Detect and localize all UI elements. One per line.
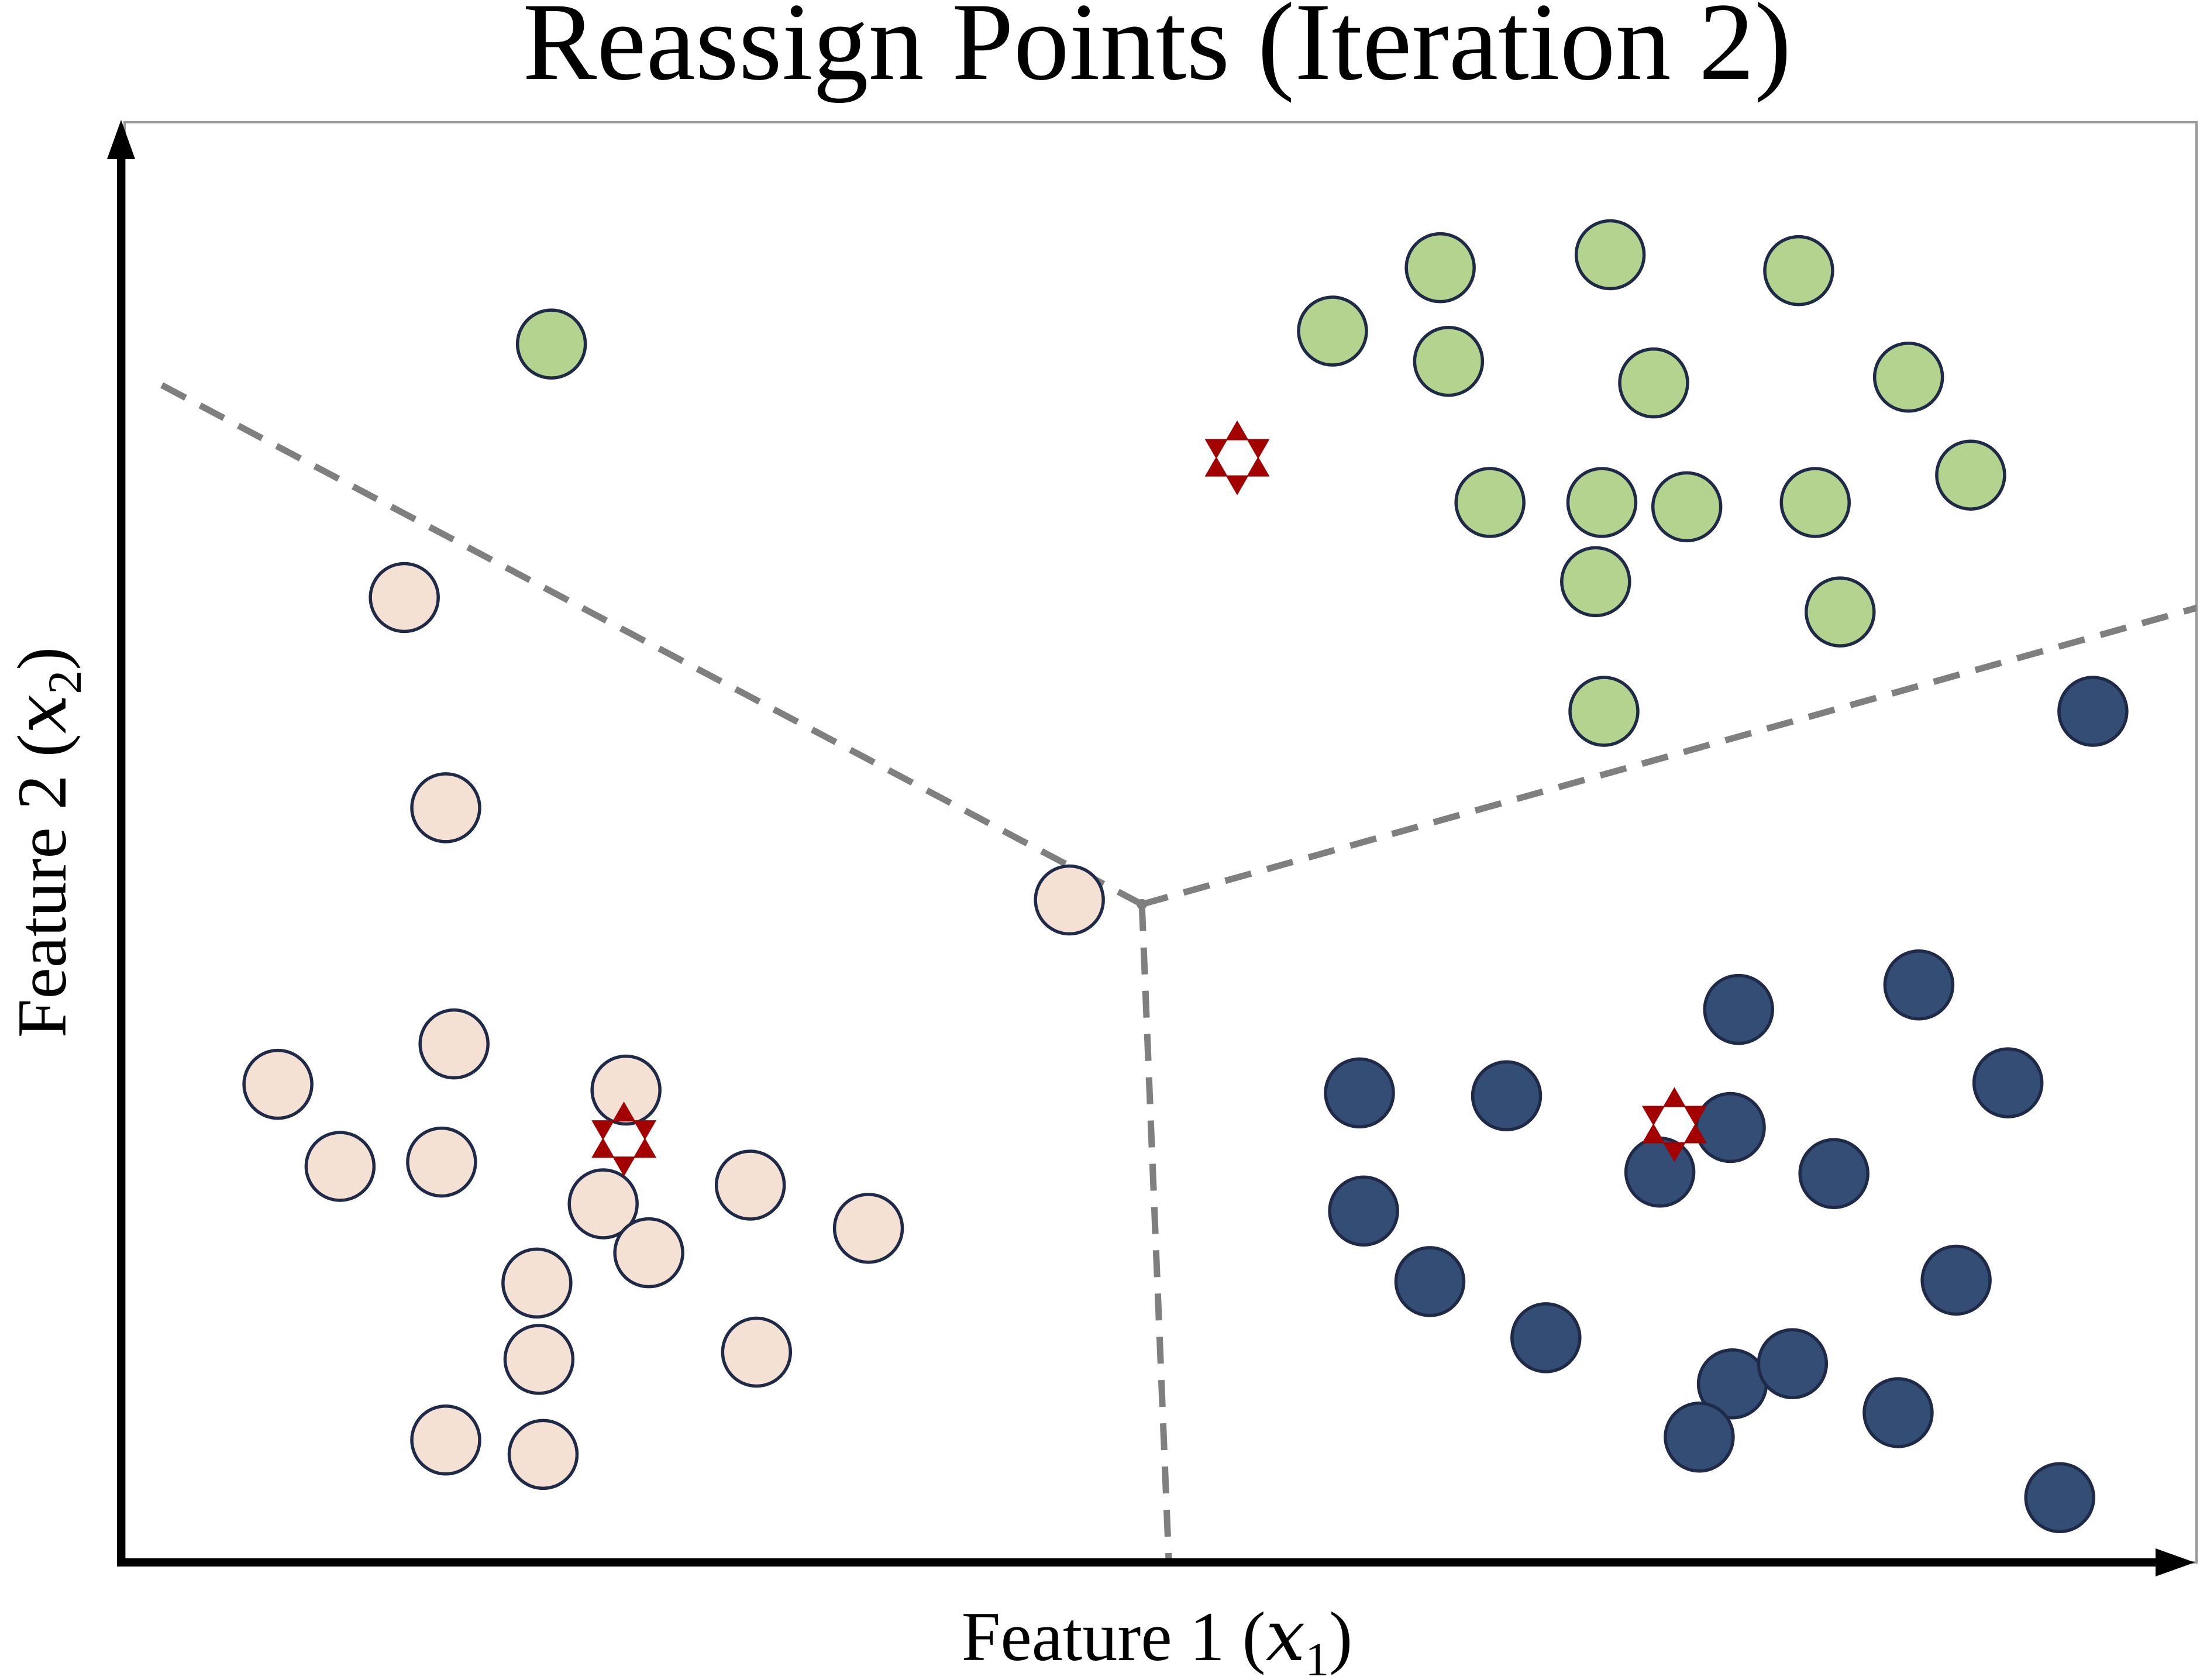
cluster-3-point	[1798, 1138, 1870, 1210]
cluster-3-point	[1695, 1092, 1766, 1163]
cluster-3-point	[1324, 1057, 1395, 1129]
cluster-3-point	[1624, 1137, 1696, 1208]
decision-boundaries	[147, 376, 2196, 1562]
cluster-1-point	[507, 1419, 579, 1490]
cluster-3-point	[1664, 1402, 1735, 1473]
cluster-2-point	[1935, 439, 2006, 511]
chart-title: Reassign Points (Iteration 2)	[523, 0, 1792, 104]
cluster-2-point	[1454, 467, 1526, 538]
cluster-1-point	[567, 1168, 639, 1240]
cluster-3-point	[1471, 1060, 1543, 1132]
decision-boundary-line-1	[147, 376, 1144, 907]
x-axis-arrowhead	[2156, 1548, 2195, 1576]
cluster-3-point	[1328, 1175, 1399, 1247]
y-axis-label-variable: x	[1, 694, 82, 734]
cluster-1-point	[242, 1048, 314, 1120]
cluster-1-point	[721, 1316, 793, 1388]
y-axis-label-close: )	[3, 647, 81, 670]
boundary-junction	[1137, 898, 1148, 910]
cluster-1-point	[1034, 864, 1105, 936]
cluster-3-point	[1920, 1244, 1992, 1316]
cluster-1-point	[590, 1054, 662, 1126]
decision-boundary-line-2	[1141, 604, 2196, 908]
cluster-1-point	[410, 1404, 481, 1476]
cluster-2-point	[1566, 467, 1638, 538]
cluster-1-point	[501, 1247, 573, 1319]
centroids	[591, 420, 1707, 1177]
x-axis-label-subscript: 1	[1305, 1633, 1329, 1680]
x-axis-label-variable: x	[1266, 1596, 1306, 1677]
x-axis-label-close: )	[1329, 1598, 1352, 1675]
cluster-2-point	[1413, 325, 1485, 397]
cluster-1-point	[714, 1149, 786, 1221]
cluster-1-point	[304, 1131, 376, 1202]
x-axis-label-text: Feature 1 (	[962, 1598, 1266, 1675]
x-axis-label: Feature 1 (x1)	[962, 1596, 1352, 1680]
cluster-2-point	[1651, 471, 1723, 543]
cluster-2-point	[1560, 546, 1631, 618]
data-points	[242, 219, 2129, 1533]
cluster-3-point	[1883, 949, 1955, 1021]
cluster-2-point	[1297, 295, 1368, 367]
cluster-3-point	[1703, 973, 1774, 1045]
cluster-3-point	[1972, 1047, 2044, 1118]
cluster-3-point	[1862, 1377, 1934, 1448]
cluster-2-point	[1404, 232, 1476, 304]
centroid-3-star	[1641, 1087, 1707, 1162]
cluster-3-point	[1394, 1246, 1466, 1317]
cluster-1-point	[503, 1324, 575, 1395]
decision-boundary-line-3	[1138, 904, 1172, 1562]
centroid-1-star	[591, 1101, 657, 1177]
y-axis-label-text: Feature 2 (	[3, 734, 81, 1038]
cluster-1-point	[613, 1217, 684, 1289]
cluster-1-point	[832, 1193, 904, 1264]
cluster-1-point	[418, 1008, 490, 1080]
cluster-2-point	[1779, 467, 1851, 538]
cluster-2-point	[1872, 342, 1944, 413]
cluster-2-point	[1763, 235, 1834, 307]
centroid-2-star	[1204, 420, 1270, 495]
cluster-1-point	[406, 1126, 477, 1198]
y-axis-label-subscript: 2	[38, 670, 91, 694]
cluster-3-point	[1757, 1328, 1829, 1399]
cluster-2-point	[515, 308, 587, 380]
cluster-1-point	[369, 562, 440, 634]
y-axis-label: Feature 2 (x2)	[1, 647, 91, 1038]
cluster-3-point	[2024, 1462, 2095, 1533]
y-axis-arrowhead	[107, 120, 135, 159]
cluster-2-point	[1574, 219, 1646, 291]
cluster-1-point	[410, 772, 481, 844]
cluster-2-point	[1568, 676, 1640, 747]
cluster-2-point	[1805, 576, 1876, 648]
cluster-3-point	[2057, 676, 2129, 747]
cluster-3-point	[1510, 1302, 1582, 1373]
plot-frame	[123, 121, 2198, 1564]
cluster-2-point	[1618, 347, 1689, 419]
